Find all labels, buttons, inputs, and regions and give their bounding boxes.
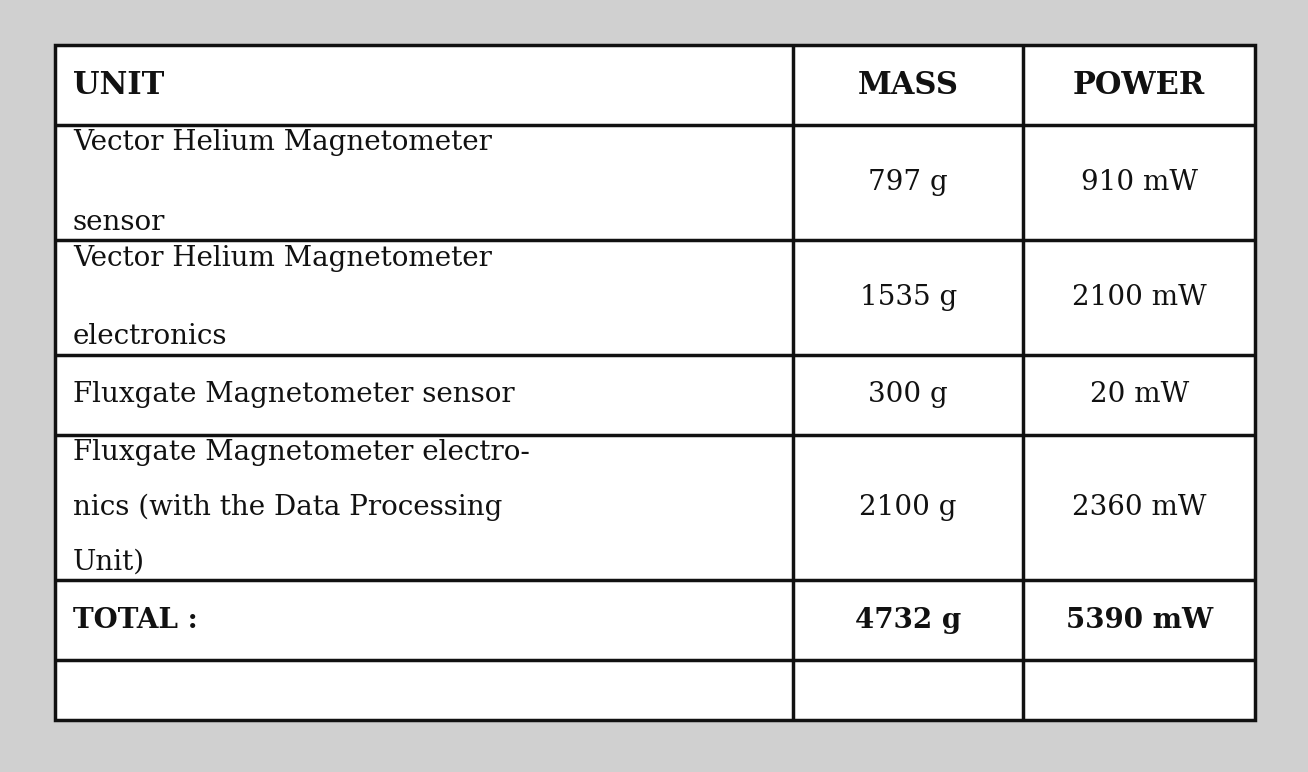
Text: 2100 g: 2100 g	[859, 494, 957, 521]
Text: UNIT: UNIT	[73, 69, 165, 100]
Text: sensor: sensor	[73, 208, 165, 235]
Text: Unit): Unit)	[73, 548, 145, 575]
Text: 5390 mW: 5390 mW	[1066, 607, 1213, 634]
Text: Fluxgate Magnetometer sensor: Fluxgate Magnetometer sensor	[73, 381, 514, 408]
Text: Vector Helium Magnetometer: Vector Helium Magnetometer	[73, 130, 492, 157]
Text: Vector Helium Magnetometer: Vector Helium Magnetometer	[73, 245, 492, 272]
Text: 4732 g: 4732 g	[855, 607, 961, 634]
Text: 1535 g: 1535 g	[859, 284, 957, 311]
Text: 20 mW: 20 mW	[1090, 381, 1189, 408]
Text: 797 g: 797 g	[869, 169, 948, 196]
Text: 300 g: 300 g	[869, 381, 948, 408]
Text: 910 mW: 910 mW	[1080, 169, 1198, 196]
Text: MASS: MASS	[858, 69, 959, 100]
Text: POWER: POWER	[1073, 69, 1206, 100]
Text: Fluxgate Magnetometer electro-: Fluxgate Magnetometer electro-	[73, 439, 530, 466]
Text: nics (with the Data Processing: nics (with the Data Processing	[73, 494, 502, 521]
Text: 2360 mW: 2360 mW	[1073, 494, 1206, 521]
Text: TOTAL :: TOTAL :	[73, 607, 198, 634]
Text: 2100 mW: 2100 mW	[1071, 284, 1206, 311]
Bar	[55, 45, 1254, 720]
Text: electronics: electronics	[73, 323, 228, 350]
